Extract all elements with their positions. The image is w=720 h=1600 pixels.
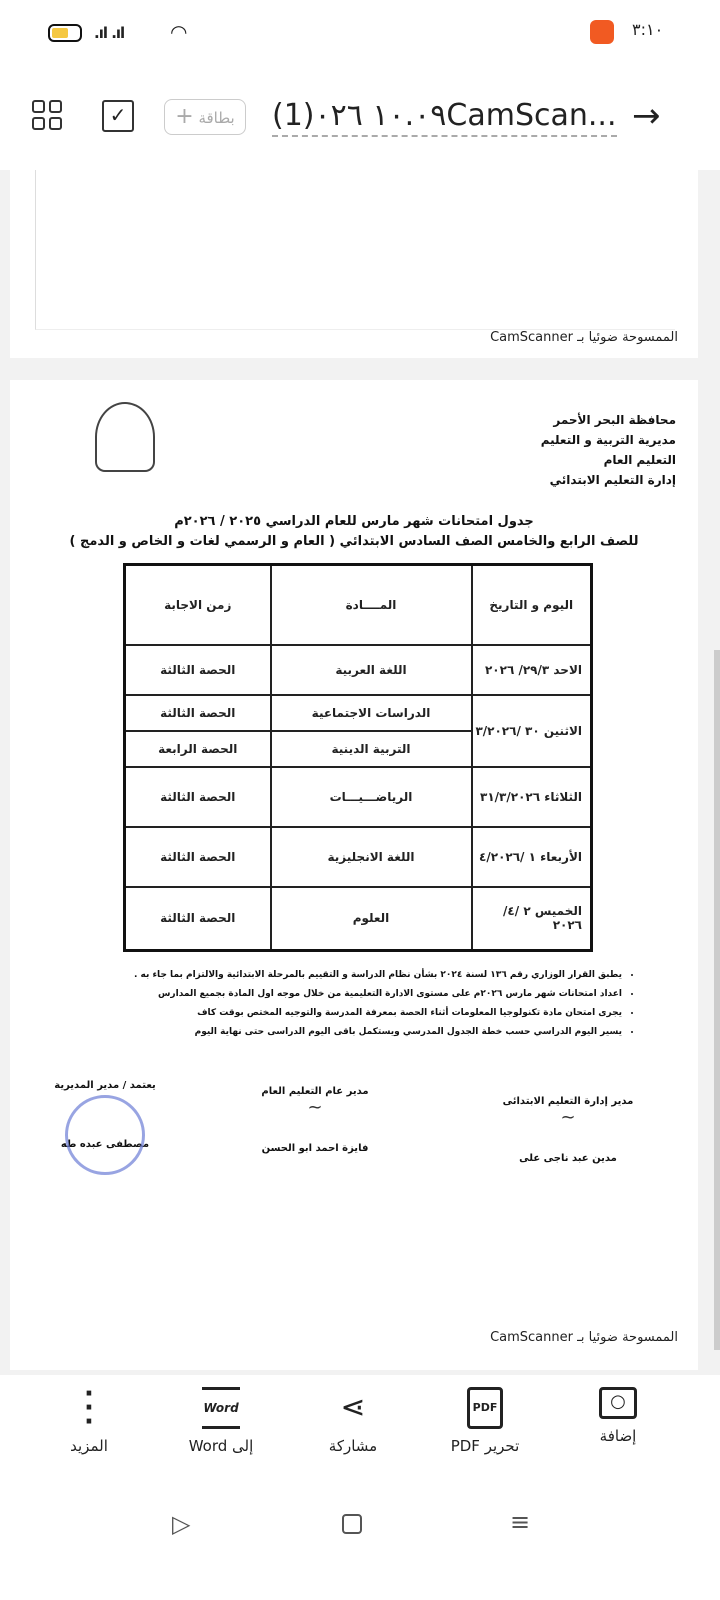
handwritten-signature: ~ (307, 1097, 323, 1118)
page-1: الممسوحة ضوئيا بـ CamScanner (10, 170, 698, 358)
period-cell: الحصة الرابعة (123, 729, 272, 768)
recents-menu-icon[interactable]: ≡ (510, 1508, 531, 1536)
note-item: يطبق القرار الوزاري رقم ١٣٦ لسنة ٢٠٢٤ بش… (18, 966, 622, 985)
more-button[interactable]: · · · المزيد (34, 1379, 144, 1455)
letterhead-line: التعليم العام (603, 453, 676, 467)
date-cell: الأربعاء ١ /٤/٢٠٢٦ (470, 825, 593, 888)
signature-title: مدير إدارة التعليم الابتدائى (502, 1096, 634, 1107)
document-title[interactable]: (1)١٠.٠٩ ٠٢٦CamScan... (272, 98, 617, 137)
share-icon: ⋖ (340, 1390, 366, 1425)
app-notification-icon (590, 20, 614, 44)
period-cell: الحصة الثالثة (123, 643, 272, 696)
add-card-button[interactable]: بطاقة + (164, 99, 246, 135)
signature-name: فايزة احمد ابو الحسن (261, 1143, 369, 1154)
to-word-label: إلى Word (188, 1437, 254, 1455)
period-cell: الحصة الثالثة (123, 885, 272, 952)
date-cell: الثلاثاء ٣١/٣/٢٠٢٦ (470, 765, 593, 828)
edit-pdf-label: تحرير PDF (450, 1437, 520, 1455)
subject-cell: العلوم (269, 885, 473, 952)
page-2: محافظة البحر الأحمر مديرية التربية و الت… (10, 380, 698, 1370)
letterhead-line: مديرية التربية و التعليم (540, 433, 676, 447)
home-square-icon[interactable] (342, 1514, 362, 1534)
grid-icon[interactable] (32, 100, 62, 130)
signal-icon: .ıl .ıl (94, 24, 125, 42)
to-word-button[interactable]: Word إلى Word (166, 1387, 276, 1455)
scanned-watermark: الممسوحة ضوئيا بـ CamScanner (490, 330, 678, 345)
date-cell: الخميس ٢ /٤/ ٢٠٢٦ (470, 885, 593, 952)
battery-icon (48, 24, 82, 42)
wifi-icon: ◠ (170, 20, 188, 44)
subject-cell: الرياضـــيـــات (269, 765, 473, 828)
back-triangle-icon[interactable]: ▷ (172, 1510, 191, 1538)
table-header-row: اليوم و التاريخ المــــادة زمن الاجابة (123, 563, 593, 646)
note-item: يجرى امتحان مادة تكنولوجيا المعلومات أثن… (18, 1004, 622, 1023)
status-bar: .ıl .ıl ◠ ٣:١٠ (0, 0, 720, 62)
signature-block: يعتمد / مدير المديرية مصطفى عبده طه (30, 1080, 180, 1175)
ministry-logo (95, 402, 155, 472)
pdf-icon: PDF (467, 1387, 503, 1429)
letterhead-line: محافظة البحر الأحمر (553, 413, 676, 427)
add-label: إضافة (599, 1427, 637, 1445)
signature-title: يعتمد / مدير المديرية (54, 1080, 156, 1091)
table-row: الخميس ٢ /٤/ ٢٠٢٦ العلوم الحصة الثالثة (123, 885, 593, 952)
table-row: الثلاثاء ٣١/٣/٢٠٢٦ الرياضـــيـــات الحصة… (123, 765, 593, 828)
notes-list: يطبق القرار الوزاري رقم ١٣٦ لسنة ٢٠٢٤ بش… (18, 966, 638, 1042)
more-label: المزيد (70, 1437, 108, 1455)
subject-cell: اللغة العربية (269, 643, 473, 696)
scanned-watermark: الممسوحة ضوئيا بـ CamScanner (490, 1330, 678, 1345)
date-cell: الاثنين ٣٠ /٣/٢٠٢٦ (470, 693, 593, 768)
title-line-1: جدول امتحانات شهر مارس للعام الدراسي ٢٠٢… (174, 514, 534, 529)
title-line-2: للصف الرابع والخامس الصف السادس الابتدائ… (69, 534, 639, 549)
share-label: مشاركة (328, 1437, 378, 1455)
add-card-label: بطاقة (198, 109, 235, 127)
table-row: الاحد ٢٩/٣/ ٢٠٢٦ اللغة العربية الحصة الث… (123, 643, 593, 696)
edit-pdf-button[interactable]: PDF تحرير PDF (430, 1387, 540, 1455)
period-cell: الحصة الثالثة (123, 693, 272, 732)
document-viewer[interactable]: الممسوحة ضوئيا بـ CamScanner محافظة البح… (0, 170, 720, 1375)
date-cell: الاحد ٢٩/٣/ ٢٠٢٦ (470, 643, 593, 696)
note-item: اعداد امتحانات شهر مارس ٢٠٢٦م على مستوى … (18, 985, 622, 1004)
table-row: الاثنين ٣٠ /٣/٢٠٢٦ الدراسات الاجتماعية ا… (123, 693, 593, 768)
subject-cell: الدراسات الاجتماعية (269, 693, 473, 732)
letterhead-line: إدارة التعليم الابتدائي (549, 473, 676, 487)
system-nav-bar: ▷ ≡ (0, 1480, 720, 1600)
scrollbar[interactable] (714, 650, 720, 1350)
bottom-action-bar: ○ إضافة PDF تحرير PDF ⋖ مشاركة Word إلى … (0, 1375, 720, 1480)
header-time: زمن الاجابة (123, 563, 272, 646)
exam-schedule-table: اليوم و التاريخ المــــادة زمن الاجابة ا… (123, 563, 593, 952)
period-cell: الحصة الثالثة (123, 765, 272, 828)
add-button[interactable]: ○ إضافة (563, 1387, 673, 1445)
add-camera-icon: ○ (599, 1387, 637, 1419)
subject-cell: التربية الدينية (269, 729, 473, 768)
signature-title: مدير عام التعليم العام (261, 1086, 369, 1097)
header-date: اليوم و التاريخ (470, 563, 593, 646)
handwritten-signature: ~ (560, 1107, 576, 1128)
letterhead: محافظة البحر الأحمر مديرية التربية و الت… (541, 410, 676, 490)
subject-cell: اللغة الانجليزية (269, 825, 473, 888)
clock: ٣:١٠ (632, 20, 664, 39)
period-cell: الحصة الثالثة (123, 825, 272, 888)
share-button[interactable]: ⋖ مشاركة (298, 1387, 408, 1455)
signature-name: مدين عبد ناجى على (519, 1153, 617, 1164)
schedule-title: جدول امتحانات شهر مارس للعام الدراسي ٢٠٢… (10, 512, 698, 552)
select-pages-icon[interactable]: ✓ (102, 100, 134, 132)
signature-block: مدير عام التعليم العام ~ فايزة احمد ابو … (245, 1086, 385, 1154)
top-toolbar: ✓ بطاقة + (1)١٠.٠٩ ٠٢٦CamScan... → (0, 80, 720, 160)
signature-block: مدير إدارة التعليم الابتدائى ~ مدين عبد … (468, 1096, 668, 1164)
note-item: يسير اليوم الدراسي حسب خطة الجدول المدرس… (18, 1023, 622, 1042)
header-subject: المــــادة (269, 563, 473, 646)
scan-content (35, 170, 675, 330)
arrow-right-icon[interactable]: → (632, 96, 661, 136)
plus-icon: + (175, 104, 194, 129)
official-stamp (65, 1095, 145, 1175)
word-icon: Word (202, 1387, 240, 1429)
more-icon: · · · (84, 1379, 94, 1437)
table-row: الأربعاء ١ /٤/٢٠٢٦ اللغة الانجليزية الحص… (123, 825, 593, 888)
table-row: التربية الدينية الحصة الرابعة (123, 729, 592, 768)
